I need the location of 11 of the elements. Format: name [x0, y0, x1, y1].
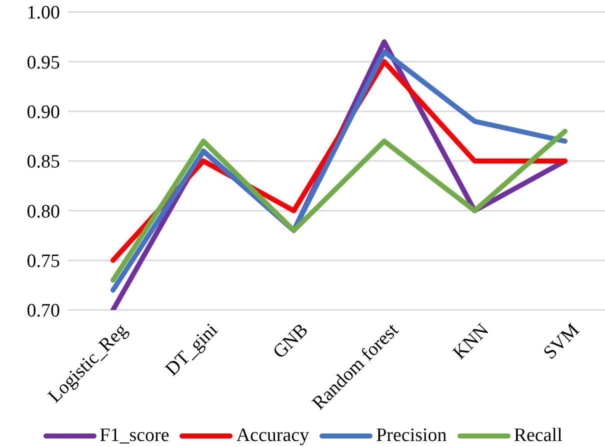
legend-label: Accuracy [236, 425, 310, 447]
legend-label: Precision [376, 425, 447, 447]
y-tick-label: 0.80 [26, 201, 60, 222]
legend-label: Recall [514, 425, 562, 447]
y-tick-label: 0.95 [26, 52, 60, 74]
y-tick-label: 1.00 [26, 2, 60, 24]
legend-label: F1_score [100, 425, 170, 447]
y-tick-label: 0.90 [26, 102, 60, 124]
y-tick-label: 0.85 [26, 152, 60, 173]
y-tick-label: 0.75 [26, 251, 60, 272]
y-tick-label: 0.70 [26, 300, 60, 322]
